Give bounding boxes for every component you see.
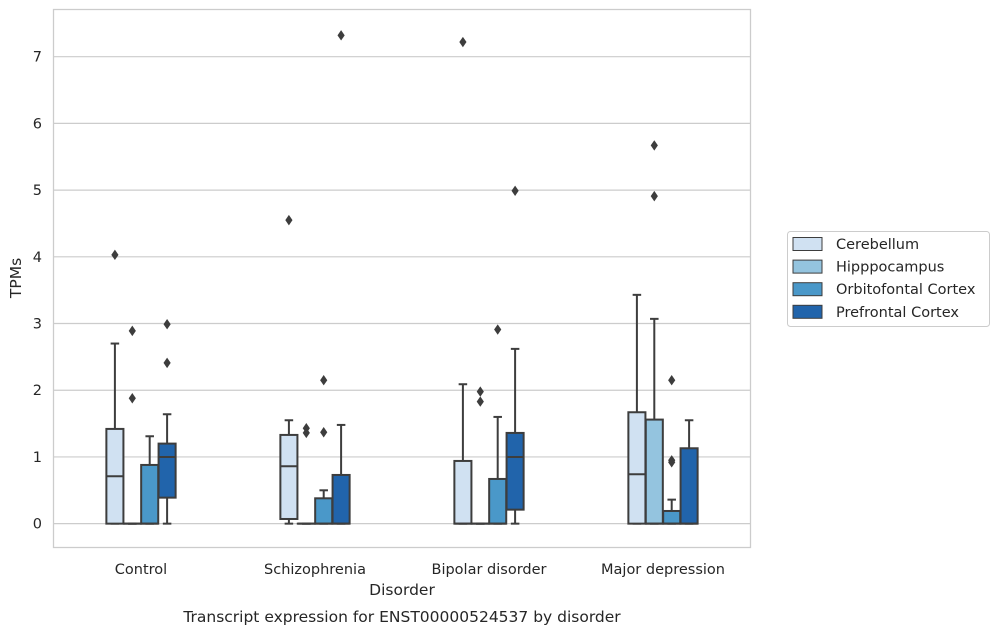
outlier-point bbox=[337, 30, 345, 41]
outlier-point bbox=[302, 427, 310, 439]
legend-item: Orbitofontal Cortex bbox=[792, 282, 976, 298]
legend-swatch bbox=[792, 304, 823, 319]
box bbox=[314, 375, 334, 525]
outlier-point bbox=[128, 393, 136, 404]
box-body bbox=[662, 509, 682, 525]
legend-item: Prefrontal Cortex bbox=[792, 304, 959, 321]
axis-ticks: 0 1 2 3 4 5 6 7 Control Schizophrenia Bipolar diso… bbox=[33, 50, 725, 578]
box-groups bbox=[105, 30, 699, 525]
legend-label: Prefrontal Cortex bbox=[836, 305, 959, 321]
box bbox=[505, 185, 525, 525]
y-tick-label: 2 bbox=[33, 383, 42, 399]
box bbox=[296, 423, 316, 525]
legend-frame bbox=[787, 231, 990, 327]
outlier-point bbox=[320, 427, 328, 438]
box bbox=[279, 214, 299, 525]
box bbox=[662, 375, 682, 525]
box bbox=[679, 419, 699, 525]
category-group bbox=[453, 36, 525, 525]
y-tick-label: 4 bbox=[33, 250, 42, 266]
outlier-point bbox=[668, 375, 676, 386]
plot-frame bbox=[52, 8, 752, 549]
y-axis-label: TPMs bbox=[7, 258, 25, 299]
outlier-point bbox=[494, 324, 502, 335]
legend-item: Cerebellum bbox=[792, 237, 919, 253]
legend-label: Hipppocampus bbox=[836, 260, 944, 276]
box bbox=[331, 30, 351, 525]
outlier-point bbox=[650, 140, 658, 151]
box bbox=[140, 435, 160, 525]
box-body bbox=[679, 447, 699, 525]
x-axis-label: Disorder bbox=[369, 581, 435, 599]
legend-swatch bbox=[792, 237, 823, 251]
chart-caption: Transcript expression for ENST0000052453… bbox=[182, 608, 621, 626]
box-body bbox=[331, 473, 351, 525]
box-body bbox=[627, 411, 647, 525]
box bbox=[105, 249, 125, 525]
box-body bbox=[279, 433, 299, 520]
box-body bbox=[140, 463, 160, 525]
outlier-point bbox=[476, 396, 484, 407]
x-tick-label: Schizophrenia bbox=[264, 562, 366, 578]
category-group bbox=[105, 249, 177, 525]
box bbox=[470, 386, 490, 525]
outlier-point bbox=[476, 386, 484, 397]
outlier-point bbox=[459, 36, 467, 48]
y-tick-label: 7 bbox=[33, 50, 42, 66]
box bbox=[627, 293, 647, 525]
box-body bbox=[157, 442, 177, 499]
outlier-point bbox=[285, 214, 293, 226]
outlier-point bbox=[668, 457, 676, 468]
box bbox=[488, 324, 508, 525]
y-tick-label: 1 bbox=[33, 450, 42, 466]
outlier-point bbox=[111, 249, 119, 261]
legend-swatch bbox=[792, 259, 823, 274]
y-tick-label: 0 bbox=[33, 517, 42, 533]
box bbox=[157, 318, 177, 525]
legend-item: Hipppocampus bbox=[792, 259, 944, 276]
outlier-point bbox=[650, 190, 658, 202]
y-tick-label: 6 bbox=[33, 116, 42, 132]
box bbox=[453, 36, 473, 525]
x-tick-label: Control bbox=[115, 562, 167, 578]
outlier-point bbox=[163, 357, 171, 369]
x-tick-label: Bipolar disorder bbox=[432, 562, 547, 578]
category-group bbox=[627, 140, 699, 525]
box bbox=[644, 140, 664, 525]
legend-label: Orbitofontal Cortex bbox=[836, 282, 976, 298]
y-tick-label: 5 bbox=[33, 183, 42, 199]
outlier-point bbox=[320, 375, 328, 386]
outlier-point bbox=[163, 318, 171, 330]
outlier-point bbox=[128, 325, 136, 337]
x-tick-label: Major depression bbox=[601, 562, 725, 578]
legend-swatch bbox=[792, 282, 823, 297]
box-body bbox=[314, 497, 334, 525]
legend-label: Cerebellum bbox=[836, 237, 919, 253]
category-group bbox=[279, 30, 351, 525]
box-body bbox=[644, 418, 664, 525]
box-body bbox=[453, 459, 473, 525]
box bbox=[122, 325, 142, 525]
box-body bbox=[488, 477, 508, 525]
legend: Cerebellum Hipppocampus Orbitofontal Corte… bbox=[787, 231, 990, 327]
outlier-point bbox=[511, 185, 519, 196]
y-tick-label: 3 bbox=[33, 317, 42, 333]
box-body bbox=[505, 431, 525, 511]
